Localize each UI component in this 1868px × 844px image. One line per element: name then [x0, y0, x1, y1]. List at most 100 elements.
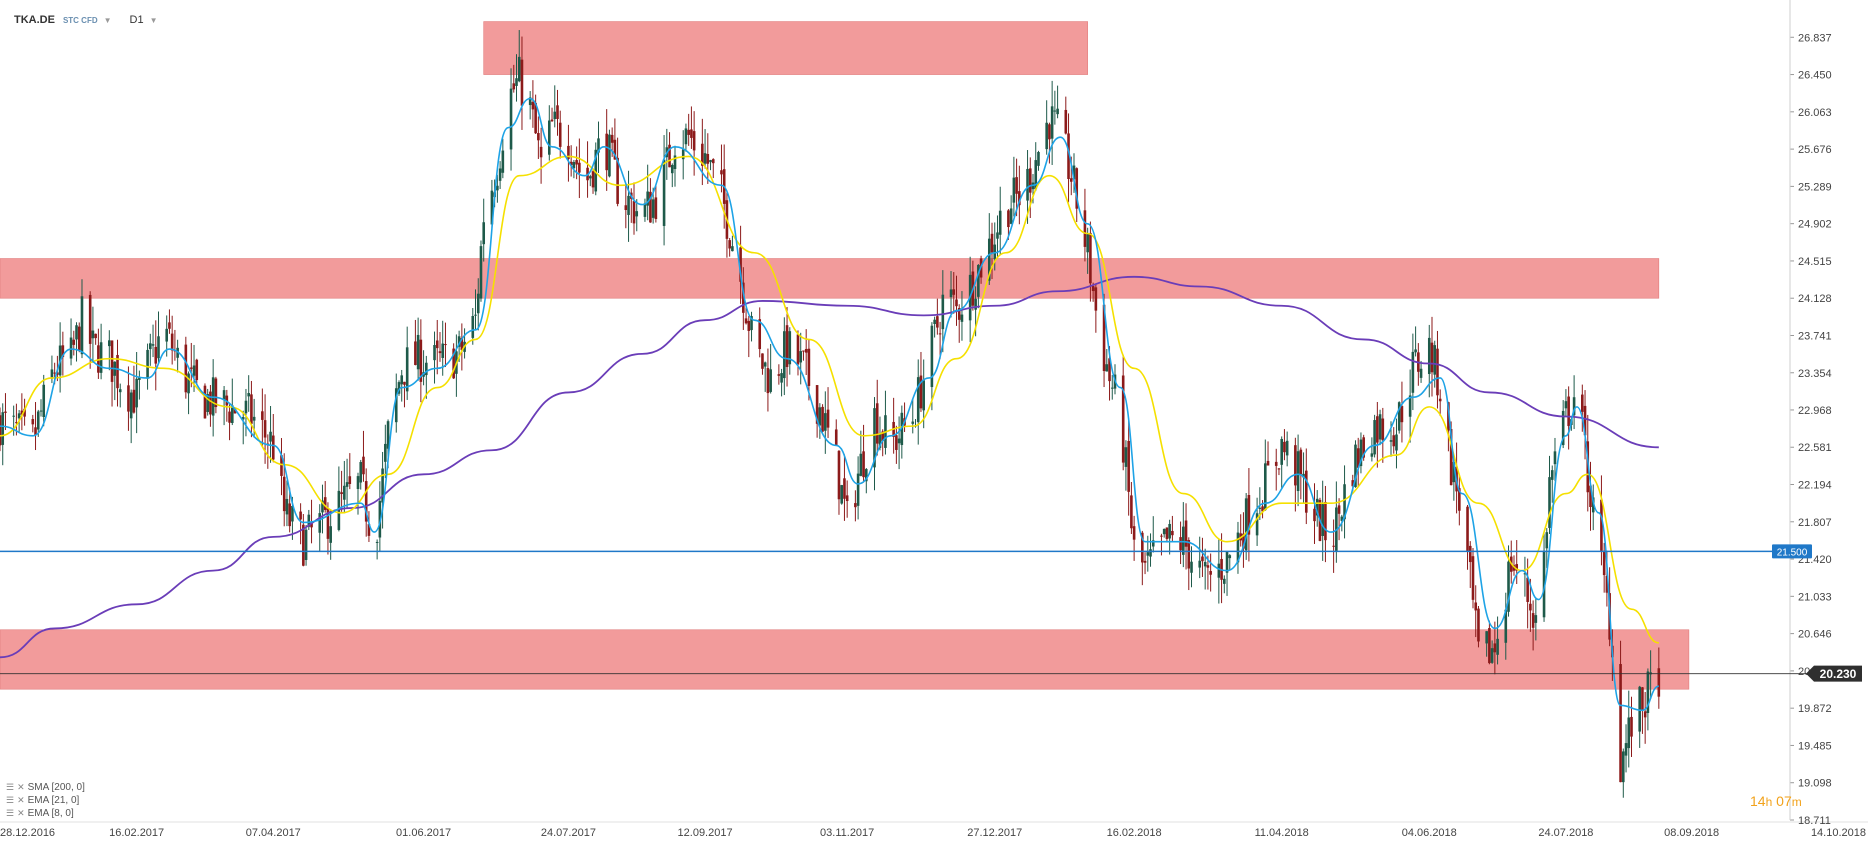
candle-body	[1105, 364, 1109, 372]
candle-343	[1313, 483, 1316, 544]
candle-106	[403, 381, 406, 408]
candle-275	[1050, 80, 1054, 165]
candle-body	[1203, 562, 1207, 567]
candle-body	[520, 59, 524, 106]
candle-199	[761, 353, 764, 375]
candle-382	[1458, 474, 1461, 526]
candle-body	[1373, 420, 1376, 455]
candle-215	[821, 404, 824, 433]
candle-body	[572, 162, 576, 169]
candle-body	[206, 394, 209, 412]
candle-body	[837, 450, 841, 500]
candle-body	[911, 421, 915, 424]
candle-body	[108, 340, 111, 347]
candle-body	[1397, 402, 1401, 431]
candle-222	[845, 480, 849, 518]
candle-223	[854, 490, 857, 522]
candle-297	[1132, 515, 1136, 561]
candle-187	[711, 158, 715, 179]
candle-body	[498, 168, 502, 181]
candle-body	[987, 238, 991, 281]
candle-body	[1466, 506, 1469, 551]
candle-126	[479, 240, 483, 302]
candle-body	[649, 191, 652, 223]
timeframe-label[interactable]: D1	[129, 14, 144, 26]
candle-83	[318, 504, 322, 553]
candle-225	[859, 430, 863, 477]
candle-body	[1389, 440, 1393, 442]
candle-body	[1624, 743, 1628, 756]
candle-310	[1184, 503, 1188, 570]
candle-body	[1146, 552, 1150, 556]
candle-body	[263, 420, 267, 438]
candle-body	[1127, 440, 1130, 492]
candle-233	[892, 397, 895, 454]
candle-407	[1553, 437, 1557, 482]
candle-236	[900, 405, 904, 459]
candle-24	[91, 306, 95, 363]
candle-134	[512, 64, 516, 93]
candle-59	[225, 389, 229, 422]
candle-body	[394, 388, 398, 423]
remove-icon[interactable]: ✕	[17, 808, 25, 818]
candle-body	[1247, 495, 1251, 535]
candle-269	[1028, 157, 1032, 219]
candle-body	[362, 456, 365, 475]
candle-body	[843, 478, 846, 499]
candle-314	[1201, 537, 1204, 577]
settings-icon[interactable]: ☰	[6, 795, 15, 805]
candle-202	[769, 343, 772, 394]
candle-9	[34, 402, 37, 451]
candle-body	[878, 433, 882, 448]
candle-body	[69, 337, 73, 359]
candle-body	[873, 408, 876, 468]
settings-icon[interactable]: ☰	[6, 782, 15, 792]
candle-342	[1304, 448, 1308, 525]
candle-26	[97, 328, 100, 379]
candle-124	[474, 289, 477, 331]
candle-body	[1217, 563, 1221, 578]
candle-body	[553, 111, 557, 120]
candle-97	[367, 511, 371, 542]
candle-body	[20, 410, 24, 415]
candle-body	[31, 419, 35, 425]
candle-229	[875, 379, 879, 456]
candle-228	[873, 397, 876, 491]
candle-body	[684, 128, 688, 145]
candle-127	[482, 198, 486, 262]
candle-body	[815, 385, 819, 424]
candle-295	[1127, 418, 1130, 516]
candle-body	[936, 316, 939, 328]
legend-item-sma200[interactable]: ☰ ✕ SMA [200, 0]	[6, 781, 85, 794]
settings-icon[interactable]: ☰	[6, 808, 15, 818]
candle-body	[646, 191, 649, 206]
candle-412	[1572, 375, 1576, 430]
candle-body	[608, 134, 611, 177]
candle-body	[397, 382, 401, 394]
symbol-dropdown-icon[interactable]: ▼	[103, 15, 112, 25]
candle-body	[955, 299, 958, 307]
candle-body	[479, 246, 483, 299]
candle-58	[222, 386, 226, 426]
candle-384	[1468, 541, 1472, 588]
legend-item-ema21[interactable]: ☰ ✕ EMA [21, 0]	[6, 794, 85, 807]
candle-body	[460, 337, 464, 351]
candle-117	[444, 322, 447, 368]
y-tick-label-16: 20.646	[1798, 629, 1832, 641]
candle-body	[821, 406, 824, 432]
candle-276	[1053, 90, 1057, 125]
timeframe-dropdown-icon[interactable]: ▼	[149, 15, 158, 25]
candle-body	[1602, 550, 1606, 576]
candle-body	[375, 541, 379, 543]
candle-body	[132, 389, 136, 413]
candle-385	[1471, 547, 1475, 609]
remove-icon[interactable]: ✕	[17, 782, 25, 792]
candle-50	[189, 342, 193, 388]
candle-body	[416, 334, 420, 370]
symbol-label[interactable]: TKA.DE	[14, 14, 55, 26]
candle-body	[643, 203, 647, 217]
legend-item-ema8[interactable]: ☰ ✕ EMA [8, 0]	[6, 807, 85, 820]
remove-icon[interactable]: ✕	[17, 795, 25, 805]
ema8-line	[0, 97, 1660, 712]
